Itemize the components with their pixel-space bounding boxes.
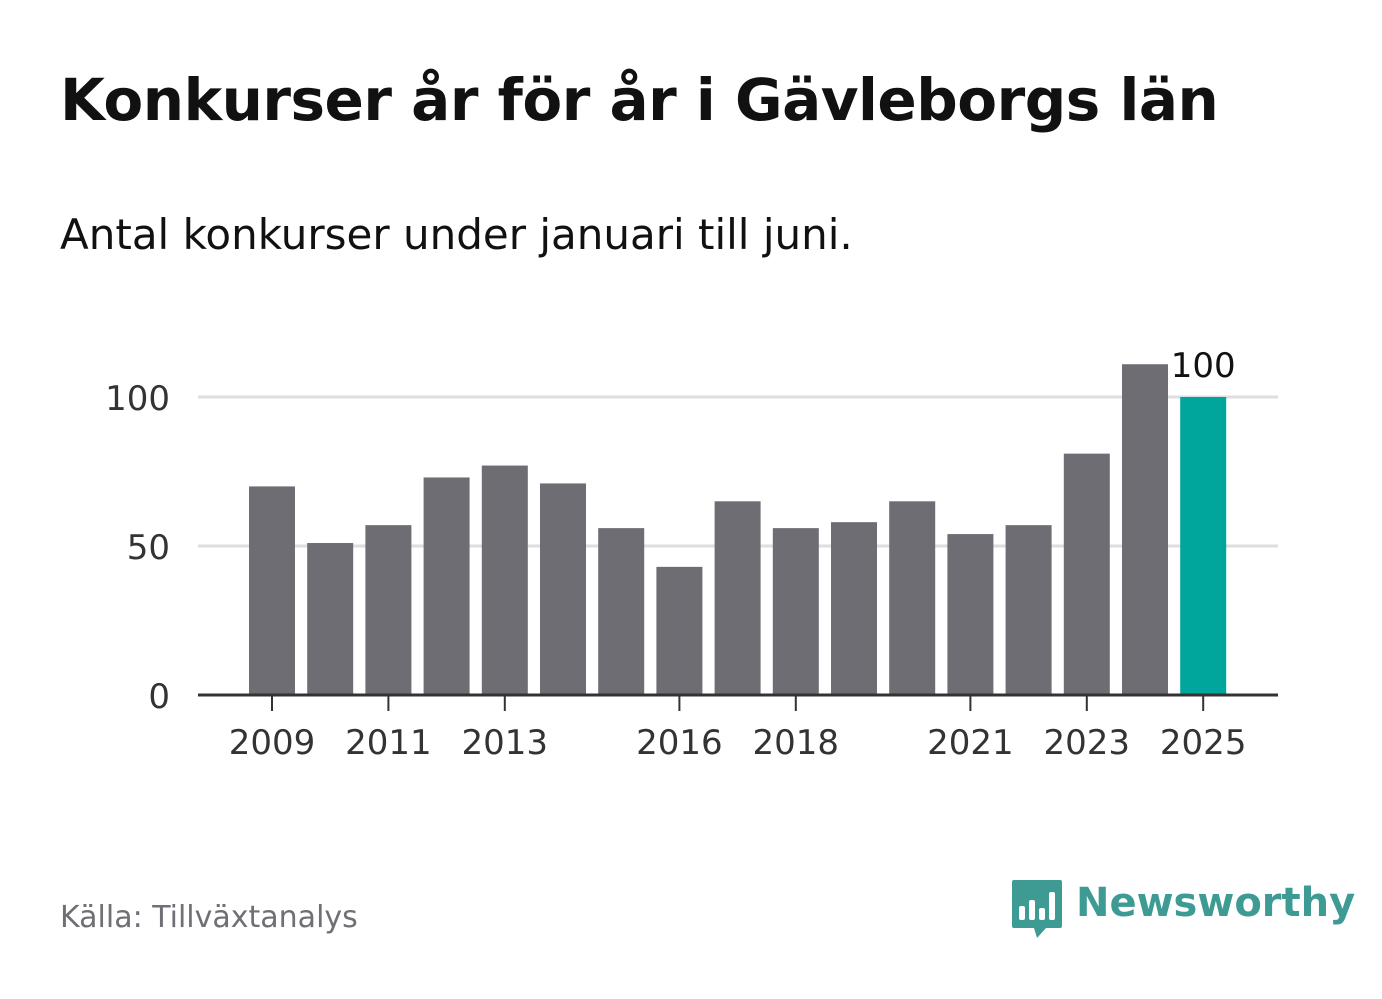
brand-name: Newsworthy (1076, 880, 1356, 926)
bar-2011 (365, 525, 412, 695)
bar-2020 (889, 501, 936, 695)
x-tick-label-2011: 2011 (345, 723, 432, 763)
axes (198, 693, 1278, 711)
chart-title: Konkurser år för år i Gävleborgs län (60, 66, 1219, 134)
brand-logo: Newsworthy (1010, 878, 1355, 940)
bar-2016 (656, 566, 703, 695)
data-label-2025: 100 (1171, 346, 1236, 386)
x-tick-label-2023: 2023 (1044, 723, 1131, 763)
x-tick-label-2013: 2013 (462, 723, 549, 763)
y-tick-label-50: 50 (127, 528, 170, 568)
bar-2021 (947, 534, 994, 695)
bar-2025 (1180, 397, 1227, 695)
bar-2018 (772, 528, 819, 695)
x-tick-label-2025: 2025 (1160, 723, 1247, 763)
bar-2024 (1122, 364, 1168, 695)
source-note: Källa: Tillväxtanalys (60, 900, 358, 935)
bar-2014 (540, 483, 586, 695)
chart-subtitle: Antal konkurser under januari till juni. (60, 210, 853, 259)
bars (249, 364, 1227, 695)
x-tick-label-2016: 2016 (636, 723, 723, 763)
bar-2010 (307, 543, 354, 695)
y-tick-label-0: 0 (148, 677, 170, 717)
y-tick-label-100: 100 (105, 379, 170, 419)
bar-2019 (831, 522, 877, 695)
x-tick-label-2009: 2009 (229, 723, 316, 763)
bar-2015 (598, 528, 645, 695)
bar-2017 (714, 501, 761, 695)
x-tick-label-2018: 2018 (753, 723, 840, 763)
bar-chart-speech-bubble-icon (1012, 880, 1062, 938)
x-tick-label-2021: 2021 (927, 723, 1014, 763)
bar-2023 (1063, 453, 1110, 695)
bar-2009 (249, 486, 295, 695)
bar-2013 (481, 465, 528, 695)
bar-2022 (1005, 525, 1052, 695)
labels: 0 50 100 2009 2011 2013 2016 2018 2021 2023 2025 10… (105, 346, 1246, 763)
bar-2012 (423, 477, 470, 695)
